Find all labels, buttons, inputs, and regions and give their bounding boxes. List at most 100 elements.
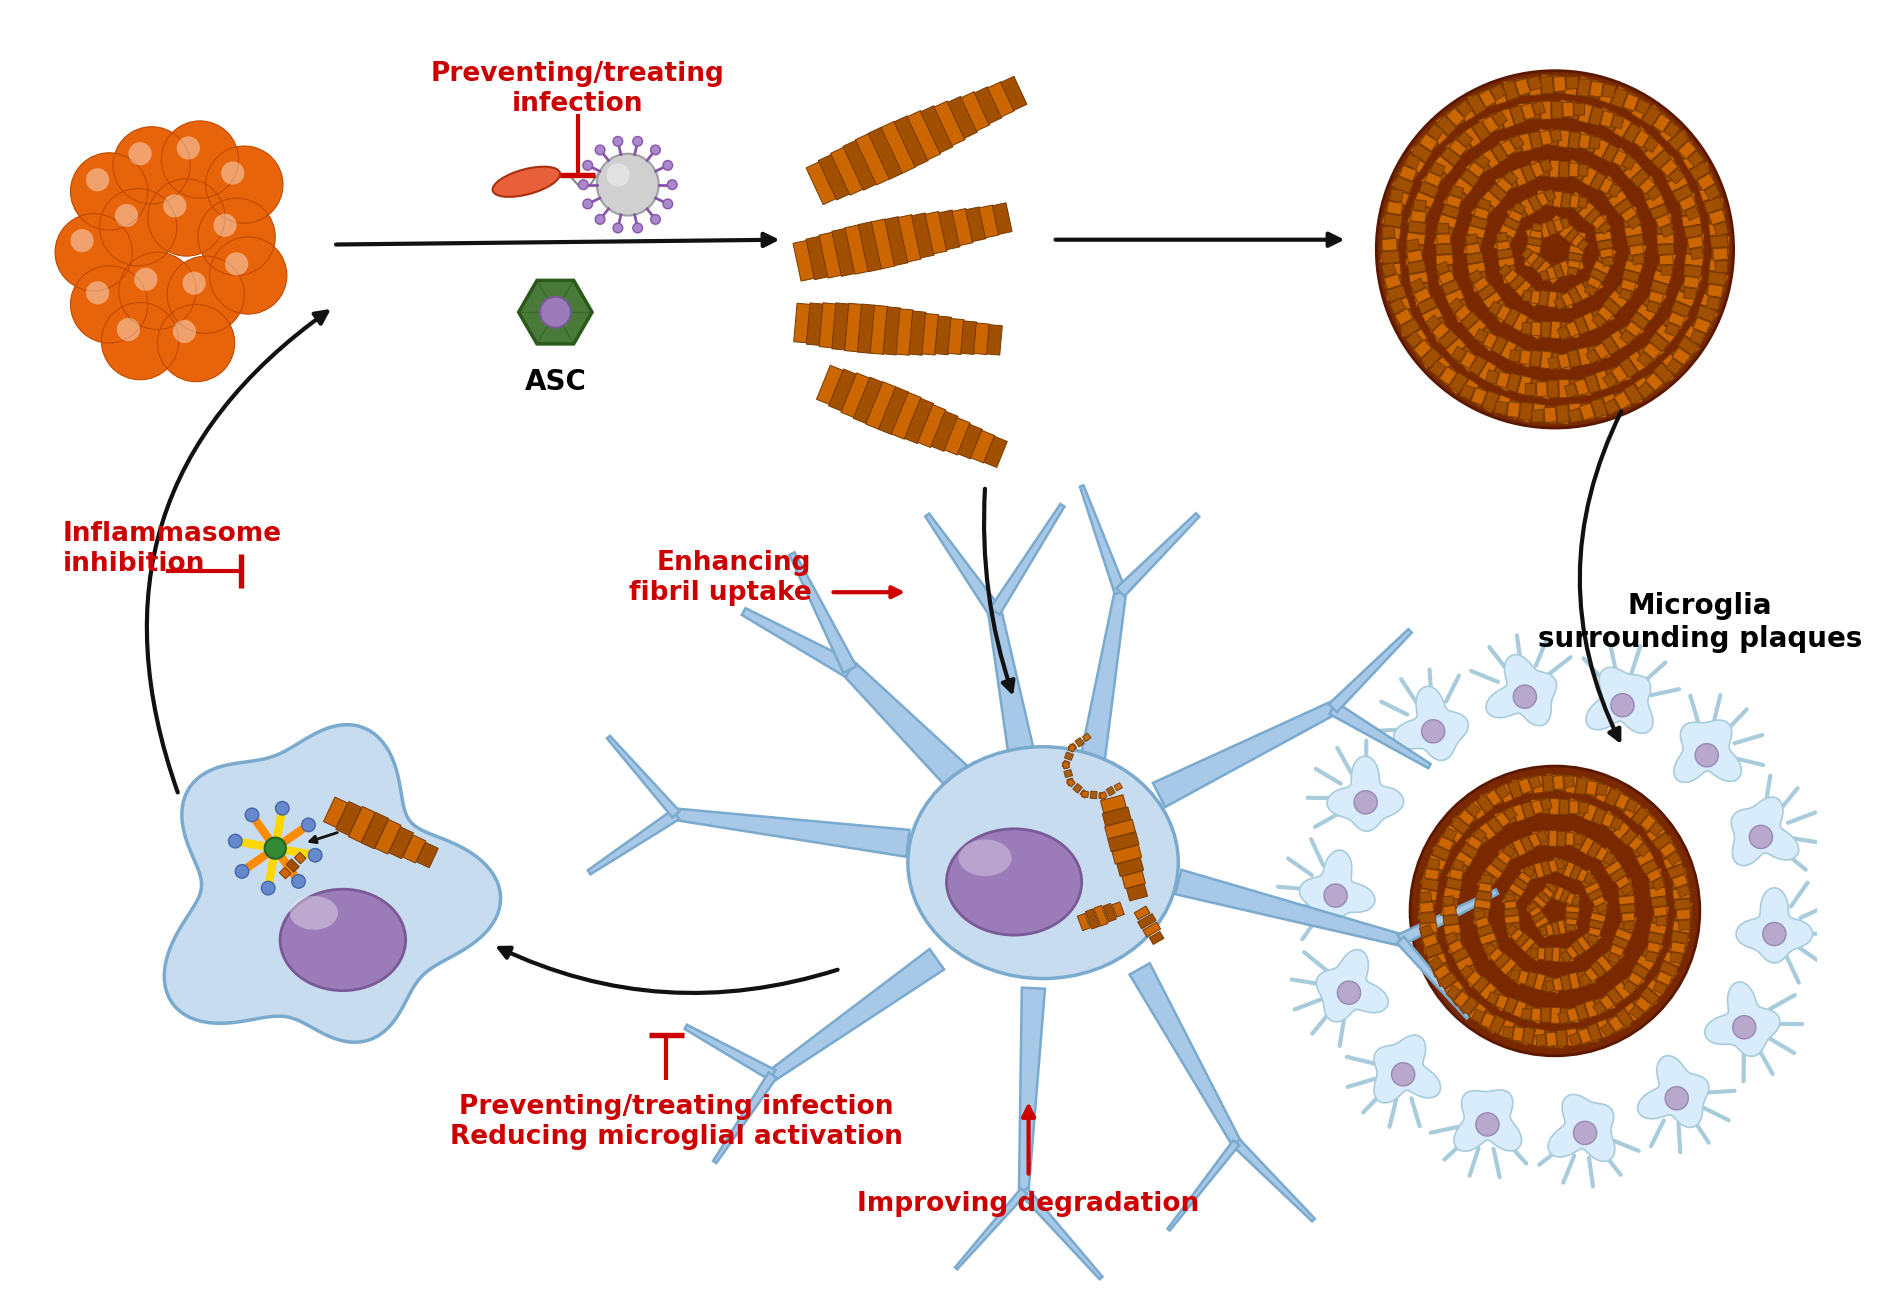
Polygon shape: [1553, 297, 1564, 310]
Polygon shape: [1175, 870, 1401, 946]
Polygon shape: [1598, 994, 1613, 1010]
Polygon shape: [1476, 1010, 1495, 1028]
Polygon shape: [1134, 907, 1149, 920]
Polygon shape: [1613, 821, 1630, 840]
Polygon shape: [1532, 862, 1543, 878]
Ellipse shape: [290, 896, 338, 930]
Polygon shape: [1653, 907, 1666, 917]
Polygon shape: [1532, 101, 1545, 115]
Polygon shape: [1538, 383, 1553, 400]
Polygon shape: [1527, 76, 1542, 90]
Polygon shape: [1628, 836, 1643, 852]
Polygon shape: [1427, 952, 1446, 968]
Polygon shape: [1656, 234, 1673, 244]
Polygon shape: [1540, 159, 1551, 173]
Polygon shape: [1459, 379, 1478, 401]
Polygon shape: [1630, 98, 1651, 119]
Polygon shape: [1528, 776, 1540, 789]
Polygon shape: [1504, 893, 1513, 901]
Polygon shape: [919, 106, 953, 153]
Polygon shape: [1559, 889, 1570, 903]
Polygon shape: [1673, 721, 1741, 782]
Polygon shape: [1485, 948, 1500, 960]
Polygon shape: [1656, 214, 1671, 223]
Polygon shape: [1589, 962, 1606, 977]
Circle shape: [222, 161, 244, 185]
Polygon shape: [1423, 172, 1442, 187]
Polygon shape: [1446, 934, 1461, 945]
Polygon shape: [1491, 144, 1508, 162]
Polygon shape: [1671, 888, 1690, 899]
Polygon shape: [1521, 248, 1532, 259]
Polygon shape: [987, 610, 1036, 769]
Polygon shape: [1421, 934, 1436, 947]
Polygon shape: [1677, 920, 1690, 930]
Polygon shape: [1562, 102, 1572, 117]
Polygon shape: [1382, 263, 1401, 276]
Polygon shape: [1487, 787, 1502, 806]
Polygon shape: [1673, 910, 1690, 922]
Polygon shape: [1568, 245, 1583, 254]
Polygon shape: [1632, 963, 1649, 979]
Polygon shape: [1624, 799, 1637, 814]
Polygon shape: [1496, 177, 1512, 193]
Polygon shape: [1568, 162, 1577, 177]
Polygon shape: [1427, 317, 1446, 334]
Polygon shape: [1457, 131, 1472, 147]
Polygon shape: [1397, 164, 1418, 183]
Polygon shape: [1607, 190, 1626, 207]
Polygon shape: [1666, 359, 1681, 375]
Polygon shape: [1562, 776, 1574, 787]
Polygon shape: [1639, 988, 1658, 1005]
Polygon shape: [1466, 800, 1485, 820]
Polygon shape: [1656, 261, 1673, 274]
Polygon shape: [1466, 94, 1485, 115]
Polygon shape: [1600, 854, 1617, 869]
Polygon shape: [1574, 834, 1581, 845]
Polygon shape: [1466, 262, 1485, 274]
Polygon shape: [1472, 276, 1489, 292]
Polygon shape: [1521, 322, 1530, 334]
Circle shape: [1421, 719, 1444, 743]
Polygon shape: [1630, 242, 1645, 254]
Polygon shape: [1590, 398, 1606, 418]
Polygon shape: [1700, 293, 1720, 310]
Polygon shape: [1651, 896, 1666, 908]
Polygon shape: [1419, 888, 1436, 901]
Polygon shape: [1566, 1007, 1577, 1022]
Polygon shape: [1525, 384, 1536, 396]
Polygon shape: [1662, 854, 1681, 869]
Polygon shape: [1491, 110, 1506, 126]
Polygon shape: [1393, 308, 1412, 325]
Polygon shape: [1527, 195, 1542, 212]
Polygon shape: [1604, 398, 1619, 415]
Polygon shape: [1455, 956, 1472, 971]
Polygon shape: [1637, 346, 1656, 365]
Polygon shape: [1647, 869, 1662, 879]
Polygon shape: [983, 436, 1008, 468]
Polygon shape: [1574, 800, 1587, 817]
Polygon shape: [1587, 927, 1600, 937]
Polygon shape: [1521, 802, 1534, 819]
Polygon shape: [1438, 275, 1451, 286]
Polygon shape: [1474, 899, 1491, 909]
Polygon shape: [1574, 379, 1589, 396]
Circle shape: [1476, 1112, 1498, 1136]
Polygon shape: [1528, 293, 1542, 308]
Polygon shape: [1495, 785, 1508, 799]
Polygon shape: [1600, 812, 1613, 828]
Polygon shape: [1472, 156, 1489, 174]
Polygon shape: [1611, 365, 1626, 383]
Polygon shape: [1380, 212, 1399, 228]
Polygon shape: [1547, 128, 1559, 145]
Polygon shape: [1606, 988, 1622, 1005]
Polygon shape: [1594, 846, 1607, 862]
Polygon shape: [1560, 951, 1572, 963]
Polygon shape: [1609, 946, 1624, 960]
Polygon shape: [1547, 271, 1560, 284]
Polygon shape: [1583, 312, 1596, 331]
Polygon shape: [1692, 317, 1709, 333]
Polygon shape: [1628, 351, 1647, 372]
Circle shape: [209, 237, 286, 314]
Polygon shape: [1585, 375, 1600, 393]
